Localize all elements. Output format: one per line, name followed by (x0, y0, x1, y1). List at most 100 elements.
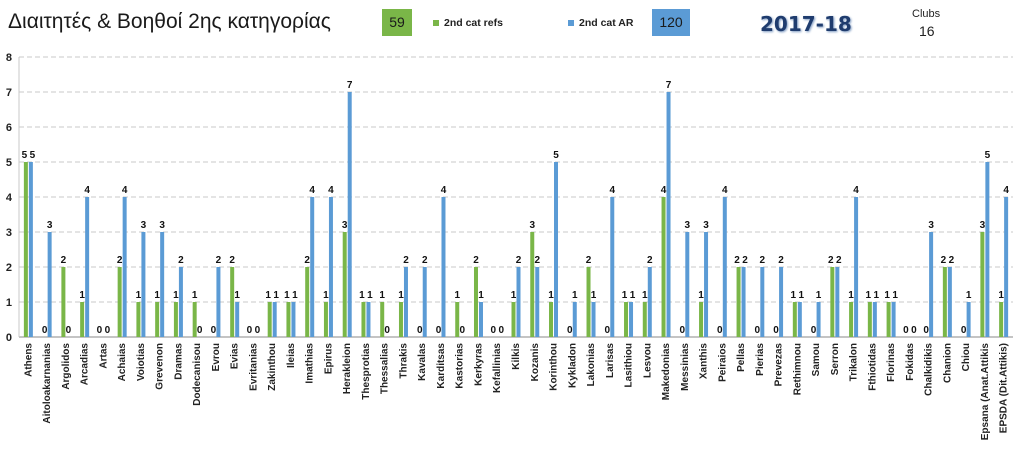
x-tick-label: Pierias (755, 343, 766, 376)
y-tick-label: 2 (6, 262, 12, 274)
bar-ar (235, 302, 240, 337)
bar-refs (699, 302, 704, 337)
x-tick-label: Zakinthou (267, 343, 278, 391)
data-label-refs: 2 (734, 255, 740, 266)
bar-ar (1004, 197, 1009, 337)
data-label-ar: 4 (328, 185, 334, 196)
x-tick-label: Kastorias (455, 343, 466, 389)
bar-refs (361, 302, 366, 337)
x-tick-label: Epsana (Anat.Attikis (980, 343, 991, 441)
data-label-refs: 1 (998, 290, 1004, 301)
bar-ar (141, 232, 146, 337)
data-label-ar: 1 (799, 290, 805, 301)
data-label-refs: 2 (61, 255, 67, 266)
data-label-ar: 4 (722, 185, 728, 196)
bar-refs (661, 197, 666, 337)
data-label-ar: 2 (178, 255, 184, 266)
data-label-refs: 1 (379, 290, 385, 301)
data-label-refs: 0 (247, 325, 253, 336)
data-label-ar: 4 (853, 185, 859, 196)
ar-total-box: 120 (652, 9, 690, 36)
bar-ar (685, 232, 690, 337)
y-tick-label: 0 (6, 332, 12, 344)
data-label-ar: 3 (928, 220, 934, 231)
bar-ar (310, 197, 315, 337)
x-tick-label: Xanthis (699, 343, 710, 380)
bar-refs (173, 302, 178, 337)
data-label-ar: 2 (216, 255, 222, 266)
bar-ar (985, 162, 990, 337)
y-tick-label: 6 (6, 122, 12, 134)
data-label-ar: 0 (197, 325, 203, 336)
bar-ar (666, 92, 671, 337)
data-label-ar: 7 (666, 80, 672, 91)
x-tick-label: Kavalas (417, 343, 428, 381)
x-tick-label: Larisas (605, 343, 616, 378)
x-tick-label: Grevenon (155, 343, 166, 390)
data-label-ar: 5 (553, 150, 559, 161)
bar-ar (816, 302, 821, 337)
bar-ar (122, 197, 127, 337)
x-tick-label: Athens (23, 343, 34, 377)
bar-refs (267, 302, 272, 337)
y-tick-label: 7 (6, 87, 12, 99)
x-tick-label: Kykladon (567, 343, 578, 388)
x-tick-label: Serron (830, 343, 841, 375)
bar-refs (980, 232, 985, 337)
data-label-refs: 1 (866, 290, 872, 301)
data-label-refs: 2 (304, 255, 310, 266)
data-label-ar: 2 (422, 255, 428, 266)
data-label-refs: 1 (359, 290, 365, 301)
chart-title: Διαιτητές & Βοηθοί 2ης κατηγορίας (8, 10, 331, 33)
bar-refs (61, 267, 66, 337)
data-label-refs: 0 (903, 325, 909, 336)
bar-ar (797, 302, 802, 337)
data-label-refs: 1 (791, 290, 797, 301)
season-label: 2017-18 (760, 12, 852, 36)
data-label-refs: 0 (42, 325, 48, 336)
data-label-refs: 0 (436, 325, 442, 336)
x-tick-label: Kerkyras (473, 343, 484, 386)
data-label-refs: 1 (79, 290, 85, 301)
bar-refs (624, 302, 629, 337)
bar-refs (642, 302, 647, 337)
data-label-refs: 4 (661, 185, 667, 196)
bar-refs (736, 267, 741, 337)
x-tick-label: Thessalias (380, 343, 391, 395)
bar-ar (704, 232, 709, 337)
data-label-refs: 0 (755, 325, 761, 336)
data-label-ar: 1 (591, 290, 597, 301)
data-label-ar: 0 (911, 325, 917, 336)
bar-ar (629, 302, 634, 337)
data-label-ar: 1 (478, 290, 484, 301)
data-label-ar: 1 (816, 290, 822, 301)
refs-total-box: 59 (382, 9, 412, 36)
data-label-ar: 0 (105, 325, 111, 336)
data-label-refs: 0 (211, 325, 217, 336)
data-label-ar: 1 (630, 290, 636, 301)
data-label-ar: 4 (84, 185, 90, 196)
x-tick-label: Fthiotidas (867, 343, 878, 391)
x-tick-label: Dramas (173, 343, 184, 380)
x-tick-label: Makedonias (661, 343, 672, 401)
data-label-ar: 0 (66, 325, 72, 336)
data-label-ar: 1 (273, 290, 279, 301)
data-label-refs: 0 (604, 325, 610, 336)
data-label-refs: 1 (642, 290, 648, 301)
x-tick-label: Dodecanisou (192, 343, 203, 406)
data-label-ar: 2 (778, 255, 784, 266)
bar-refs (380, 302, 385, 337)
data-label-refs: 0 (490, 325, 496, 336)
bar-ar (272, 302, 277, 337)
x-tick-label: Evrou (211, 343, 222, 371)
data-label-ar: 1 (292, 290, 298, 301)
bar-refs (155, 302, 160, 337)
y-tick-label: 1 (6, 297, 12, 309)
bar-ar (947, 267, 952, 337)
data-label-ar: 3 (159, 220, 165, 231)
data-label-refs: 1 (698, 290, 704, 301)
x-tick-label: Ileias (286, 343, 297, 368)
bar-ar (478, 302, 483, 337)
data-label-refs: 0 (811, 325, 817, 336)
data-label-refs: 0 (680, 325, 686, 336)
